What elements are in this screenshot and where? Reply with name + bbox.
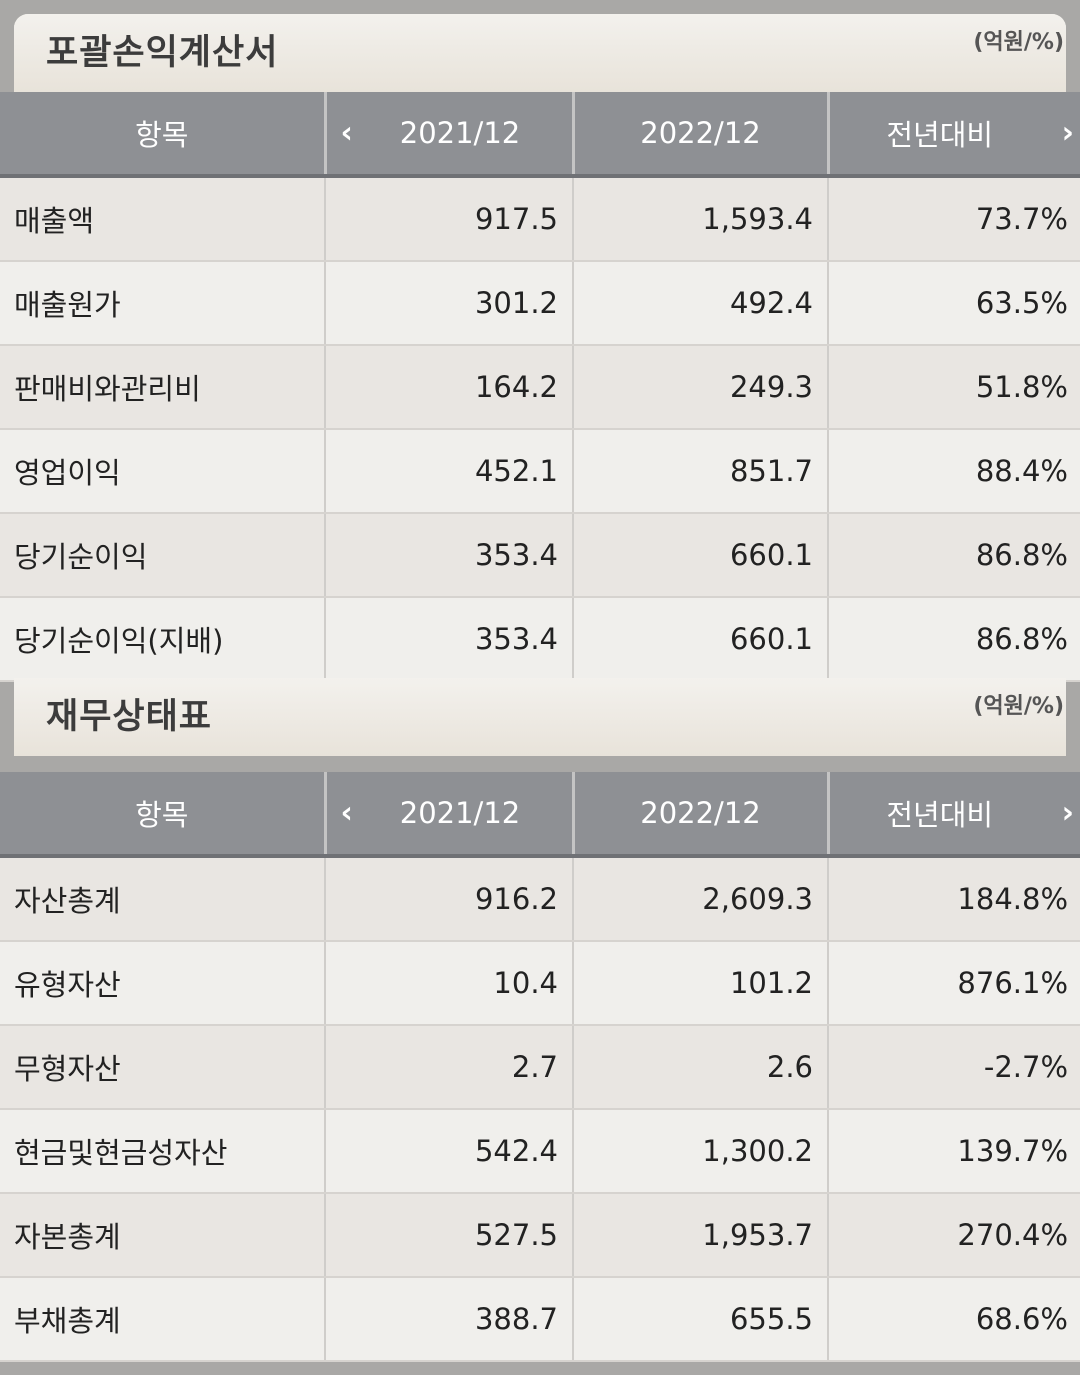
row-label: 무형자산: [0, 1025, 326, 1110]
column-header-yoy: 전년대비 ›: [828, 772, 1080, 858]
table-row: 부채총계 388.7 655.5 68.6%: [0, 1277, 1080, 1362]
value-yoy: 86.8%: [828, 597, 1080, 682]
row-label: 자산총계: [0, 856, 326, 942]
row-label: 판매비와관리비: [0, 345, 326, 430]
income-statement-header: 포괄손익계산서 (억원/%): [14, 14, 1066, 92]
column-header-period2: 2022/12: [573, 772, 830, 858]
value-yoy: 63.5%: [828, 261, 1080, 346]
income-statement-table: 항목 ‹ 2021/12 2022/12 전년대비 › 매출액 917.5 1,59…: [0, 92, 1080, 682]
row-label: 당기순이익: [0, 513, 326, 598]
value-period1: 452.1: [325, 429, 574, 514]
balance-sheet-unit: (억원/%): [973, 694, 1064, 719]
value-yoy: 139.7%: [828, 1109, 1080, 1194]
column-header-yoy: 전년대비 ›: [828, 92, 1080, 178]
value-period1: 353.4: [325, 597, 574, 682]
column-header-yoy-label: 전년대비: [886, 798, 994, 832]
income-statement-title: 포괄손익계산서: [46, 33, 279, 73]
row-label: 매출액: [0, 176, 326, 262]
value-yoy: 86.8%: [828, 513, 1080, 598]
table-row: 영업이익 452.1 851.7 88.4%: [0, 429, 1080, 514]
value-period1: 527.5: [325, 1193, 574, 1278]
value-period1: 917.5: [325, 176, 574, 262]
value-period1: 542.4: [325, 1109, 574, 1194]
table-row: 자본총계 527.5 1,953.7 270.4%: [0, 1193, 1080, 1278]
value-period2: 101.2: [573, 941, 829, 1026]
value-period2: 851.7: [573, 429, 829, 514]
table-row: 당기순이익 353.4 660.1 86.8%: [0, 513, 1080, 598]
table-header-row: 항목 ‹ 2021/12 2022/12 전년대비 ›: [0, 772, 1080, 858]
value-yoy: 68.6%: [828, 1277, 1080, 1362]
chevron-right-icon[interactable]: ›: [1061, 795, 1074, 831]
row-label: 현금및현금성자산: [0, 1109, 326, 1194]
value-yoy: 270.4%: [828, 1193, 1080, 1278]
value-period2: 492.4: [573, 261, 829, 346]
table-row: 매출원가 301.2 492.4 63.5%: [0, 261, 1080, 346]
value-period1: 164.2: [325, 345, 574, 430]
value-yoy: -2.7%: [828, 1025, 1080, 1110]
income-statement-unit: (억원/%): [973, 30, 1064, 55]
column-header-item: 항목: [0, 92, 327, 178]
value-period2: 1,593.4: [573, 176, 829, 262]
value-yoy: 88.4%: [828, 429, 1080, 514]
value-period1: 388.7: [325, 1277, 574, 1362]
table-row: 자산총계 916.2 2,609.3 184.8%: [0, 856, 1080, 942]
value-period1: 301.2: [325, 261, 574, 346]
value-period1: 2.7: [325, 1025, 574, 1110]
column-header-period1-label: 2021/12: [399, 116, 521, 150]
value-period2: 655.5: [573, 1277, 829, 1362]
column-header-period1: ‹ 2021/12: [325, 92, 575, 178]
row-label: 매출원가: [0, 261, 326, 346]
column-header-yoy-label: 전년대비: [886, 118, 994, 152]
value-yoy: 73.7%: [828, 176, 1080, 262]
value-yoy: 184.8%: [828, 856, 1080, 942]
column-header-item: 항목: [0, 772, 327, 858]
row-label: 부채총계: [0, 1277, 326, 1362]
balance-sheet-title: 재무상태표: [46, 697, 213, 737]
table-row: 매출액 917.5 1,593.4 73.7%: [0, 176, 1080, 262]
value-period2: 1,300.2: [573, 1109, 829, 1194]
column-header-period1: ‹ 2021/12: [325, 772, 575, 858]
row-label: 자본총계: [0, 1193, 326, 1278]
value-period1: 916.2: [325, 856, 574, 942]
table-header-row: 항목 ‹ 2021/12 2022/12 전년대비 ›: [0, 92, 1080, 178]
column-header-period1-label: 2021/12: [399, 796, 521, 830]
value-yoy: 876.1%: [828, 941, 1080, 1026]
value-period2: 2,609.3: [573, 856, 829, 942]
balance-sheet-header: 재무상태표 (억원/%): [14, 678, 1066, 756]
column-header-item-label: 항목: [135, 118, 189, 152]
chevron-left-icon[interactable]: ‹: [340, 795, 353, 831]
table-row: 유형자산 10.4 101.2 876.1%: [0, 941, 1080, 1026]
row-label: 당기순이익(지배): [0, 597, 326, 682]
value-period2: 660.1: [573, 513, 829, 598]
balance-sheet-table: 항목 ‹ 2021/12 2022/12 전년대비 › 자산총계 916.2 2,6…: [0, 772, 1080, 1362]
table-row: 판매비와관리비 164.2 249.3 51.8%: [0, 345, 1080, 430]
value-period1: 353.4: [325, 513, 574, 598]
value-period2: 1,953.7: [573, 1193, 829, 1278]
value-period2: 249.3: [573, 345, 829, 430]
value-period2: 660.1: [573, 597, 829, 682]
chevron-right-icon[interactable]: ›: [1061, 115, 1074, 151]
table-row: 당기순이익(지배) 353.4 660.1 86.8%: [0, 597, 1080, 682]
table-row: 현금및현금성자산 542.4 1,300.2 139.7%: [0, 1109, 1080, 1194]
column-header-period2-label: 2022/12: [640, 116, 761, 150]
value-yoy: 51.8%: [828, 345, 1080, 430]
row-label: 영업이익: [0, 429, 326, 514]
column-header-item-label: 항목: [135, 798, 189, 832]
chevron-left-icon[interactable]: ‹: [340, 115, 353, 151]
row-label: 유형자산: [0, 941, 326, 1026]
column-header-period2: 2022/12: [573, 92, 830, 178]
column-header-period2-label: 2022/12: [640, 796, 761, 830]
value-period2: 2.6: [573, 1025, 829, 1110]
value-period1: 10.4: [325, 941, 574, 1026]
table-row: 무형자산 2.7 2.6 -2.7%: [0, 1025, 1080, 1110]
